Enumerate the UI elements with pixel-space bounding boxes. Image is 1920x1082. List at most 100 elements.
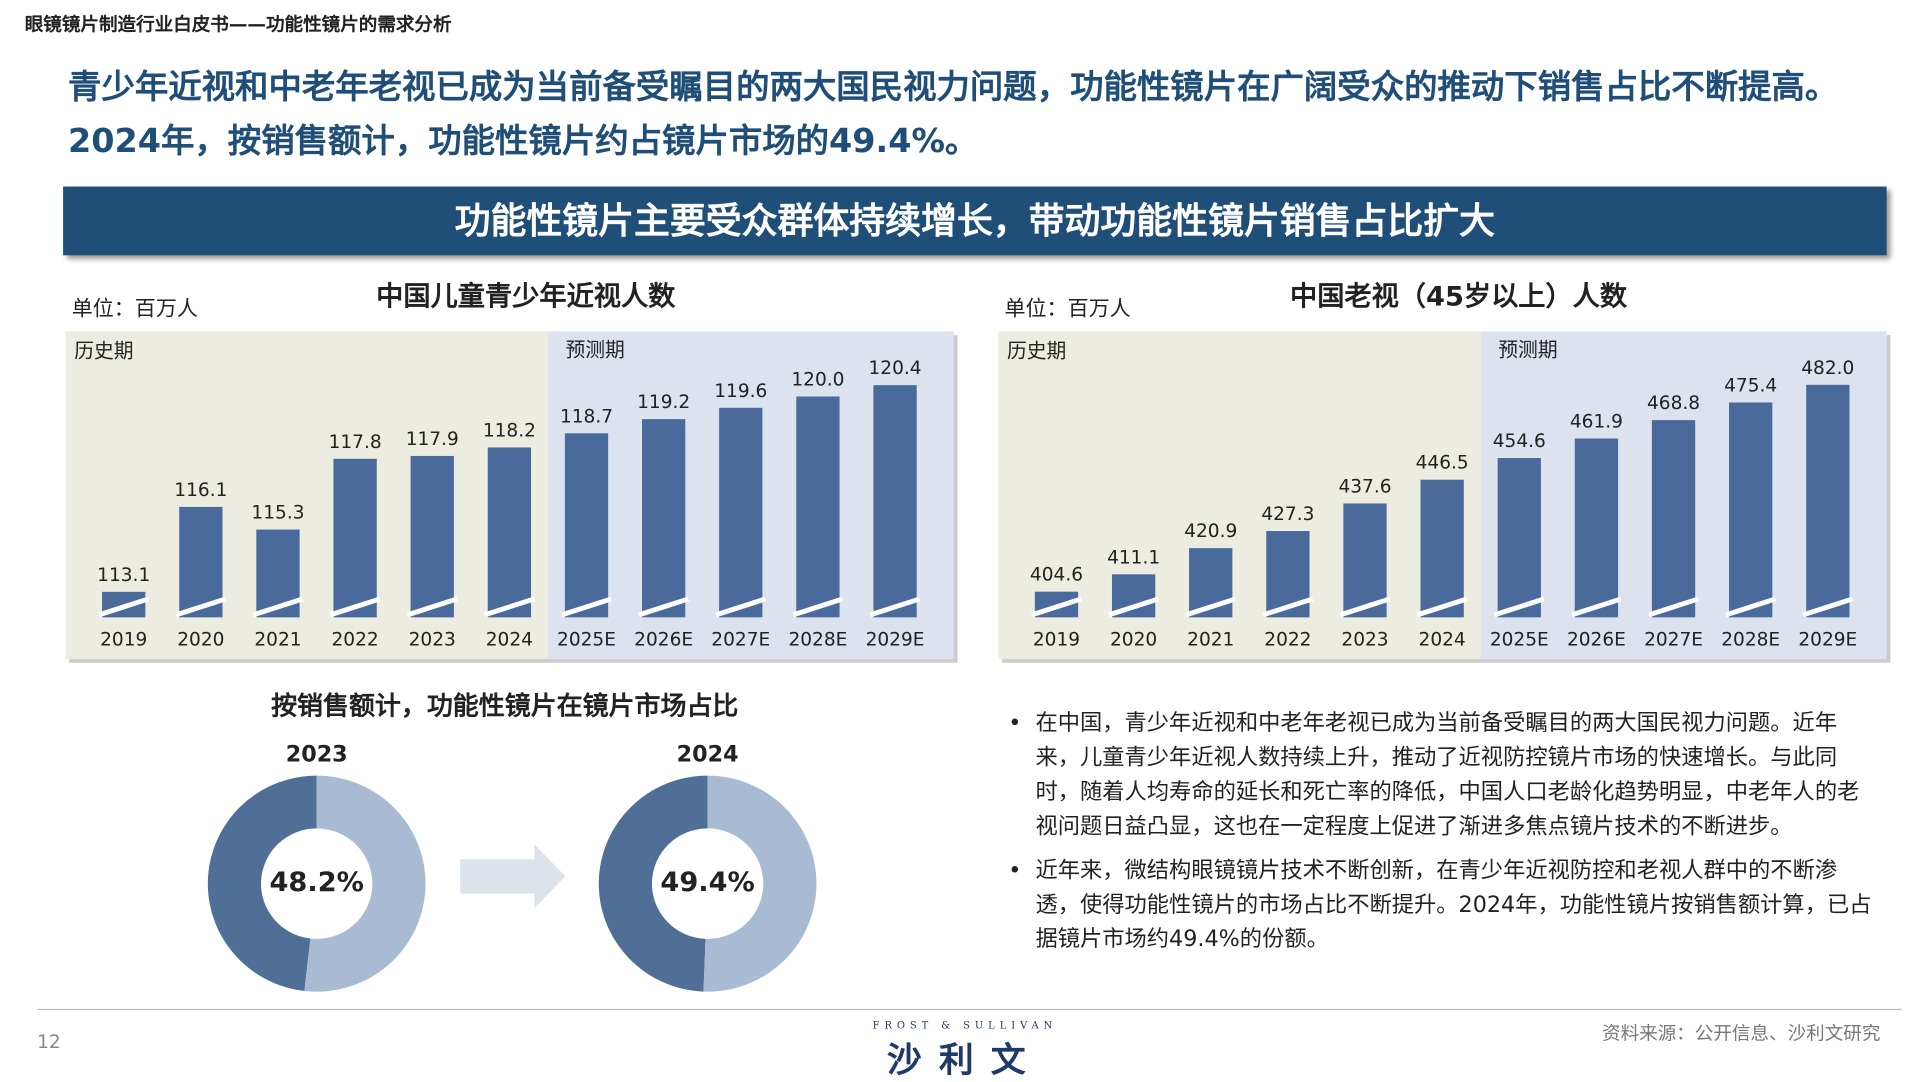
value-label: 482.0 bbox=[1801, 358, 1854, 379]
axis-break bbox=[561, 596, 613, 618]
bullet-text: 近年来，微结构眼镜镜片技术不断创新，在青少年近视防控和老视人群中的不断渗透，使得… bbox=[1035, 857, 1872, 953]
arrow bbox=[460, 844, 566, 909]
bullet-list: • 在中国，青少年近视和中老年老视已成为当前备受瞩目的两大国民视力问题。近年来，儿… bbox=[1008, 707, 1880, 957]
value-label: 117.8 bbox=[329, 432, 382, 453]
chart-title: 中国儿童青少年近视人数 bbox=[376, 281, 676, 313]
section-title: 眼镜镜片制造行业白皮书——功能性镜片的需求分析 bbox=[24, 13, 452, 36]
donut-center-label: 48.2% bbox=[270, 867, 364, 898]
bar bbox=[1420, 479, 1464, 618]
bar bbox=[1343, 503, 1387, 618]
bar bbox=[1497, 458, 1541, 618]
x-tick-label: 2029E bbox=[866, 630, 925, 651]
value-label: 461.9 bbox=[1570, 412, 1623, 433]
bar bbox=[719, 407, 763, 618]
x-tick-label: 2019 bbox=[100, 630, 147, 651]
x-tick-label: 2023 bbox=[409, 630, 456, 651]
x-tick-label: 2022 bbox=[332, 630, 379, 651]
value-label: 404.6 bbox=[1030, 565, 1083, 586]
axis-break bbox=[98, 596, 150, 618]
banner: 功能性镜片主要受众群体持续增长，带动功能性镜片销售占比扩大 bbox=[63, 186, 1887, 256]
axis-break bbox=[715, 596, 767, 618]
x-tick-label: 2028E bbox=[788, 630, 847, 651]
value-label: 116.1 bbox=[174, 480, 227, 501]
x-tick-label: 2021 bbox=[254, 630, 301, 651]
value-label: 113.1 bbox=[97, 565, 150, 586]
divider bbox=[37, 1008, 1902, 1011]
page-number: 12 bbox=[37, 1030, 61, 1054]
bar bbox=[410, 455, 454, 618]
axis-break bbox=[1185, 596, 1237, 618]
donut-slice bbox=[207, 775, 317, 991]
bar bbox=[487, 447, 532, 618]
x-tick-label: 2029E bbox=[1798, 630, 1857, 651]
axis-break bbox=[1108, 596, 1160, 618]
axis-break bbox=[1725, 596, 1777, 618]
axis-break bbox=[1339, 596, 1391, 618]
bar bbox=[873, 385, 917, 618]
value-label: 411.1 bbox=[1107, 547, 1160, 568]
x-tick-label: 2024 bbox=[486, 630, 533, 651]
axis-break bbox=[252, 596, 304, 618]
bar bbox=[1574, 438, 1619, 618]
axis-break bbox=[406, 596, 458, 618]
x-tick-label: 2026E bbox=[634, 630, 693, 651]
value-label: 427.3 bbox=[1261, 504, 1314, 525]
axis-break bbox=[1030, 596, 1082, 618]
value-label: 120.0 bbox=[791, 370, 844, 391]
bar bbox=[796, 396, 840, 618]
axis-break bbox=[1802, 596, 1854, 618]
axis-break bbox=[1648, 596, 1700, 618]
value-label: 118.7 bbox=[560, 406, 613, 427]
value-label: 120.4 bbox=[868, 358, 921, 379]
value-label: 437.6 bbox=[1338, 477, 1391, 498]
headline: 青少年近视和中老年老视已成为当前备受瞩目的两大国民视力问题，功能性镜片在广阔受众… bbox=[68, 68, 1839, 161]
bar bbox=[641, 419, 686, 618]
donut-slice bbox=[703, 775, 817, 992]
x-tick-label: 2021 bbox=[1187, 630, 1234, 651]
x-tick-label: 2026E bbox=[1567, 630, 1626, 651]
x-tick-label: 2023 bbox=[1341, 630, 1388, 651]
x-tick-label: 2027E bbox=[1644, 630, 1703, 651]
bar bbox=[333, 458, 377, 618]
donut-center-label: 49.4% bbox=[660, 867, 754, 898]
axis-break bbox=[638, 596, 690, 618]
period-label: 预测期 bbox=[1498, 339, 1557, 362]
unit-label: 单位：百万人 bbox=[72, 296, 198, 320]
chart-title: 中国老视（45岁以上）人数 bbox=[1290, 282, 1628, 313]
value-label: 454.6 bbox=[1493, 431, 1546, 452]
bullet-text: 在中国，青少年近视和中老年老视已成为当前备受瞩目的两大国民视力问题。近年来，儿童… bbox=[1035, 710, 1860, 840]
axis-break bbox=[329, 596, 381, 618]
unit-label: 单位：百万人 bbox=[1005, 296, 1131, 320]
period-label: 历史期 bbox=[1007, 340, 1066, 363]
bar bbox=[1729, 402, 1773, 618]
x-tick-label: 2022 bbox=[1264, 630, 1311, 651]
x-tick-label: 2019 bbox=[1033, 630, 1080, 651]
donut-title: 2023 bbox=[286, 741, 348, 767]
period-label: 预测期 bbox=[565, 339, 624, 362]
donut-slice bbox=[304, 775, 426, 992]
value-label: 117.9 bbox=[406, 429, 459, 450]
axis-break bbox=[1416, 596, 1468, 618]
bar bbox=[1806, 384, 1850, 618]
donut-title: 2024 bbox=[677, 741, 739, 767]
axis-break bbox=[1493, 596, 1545, 618]
value-label: 118.2 bbox=[483, 421, 536, 442]
value-label: 446.5 bbox=[1416, 453, 1469, 474]
value-label: 468.8 bbox=[1647, 393, 1700, 414]
axis-break bbox=[869, 596, 921, 618]
axis-break bbox=[483, 596, 535, 618]
x-tick-label: 2025E bbox=[1490, 630, 1549, 651]
x-tick-label: 2024 bbox=[1419, 630, 1466, 651]
x-tick-label: 2020 bbox=[1110, 630, 1157, 651]
value-label: 420.9 bbox=[1184, 521, 1237, 542]
x-tick-label: 2027E bbox=[711, 630, 770, 651]
donut-slice bbox=[598, 775, 708, 992]
source: 资料来源：公开信息、沙利文研究 bbox=[1602, 1022, 1881, 1045]
brand-en: FROST & SULLIVAN bbox=[872, 1019, 1058, 1031]
axis-break bbox=[792, 596, 844, 618]
x-tick-label: 2025E bbox=[557, 630, 616, 651]
period-label: 历史期 bbox=[74, 340, 133, 363]
